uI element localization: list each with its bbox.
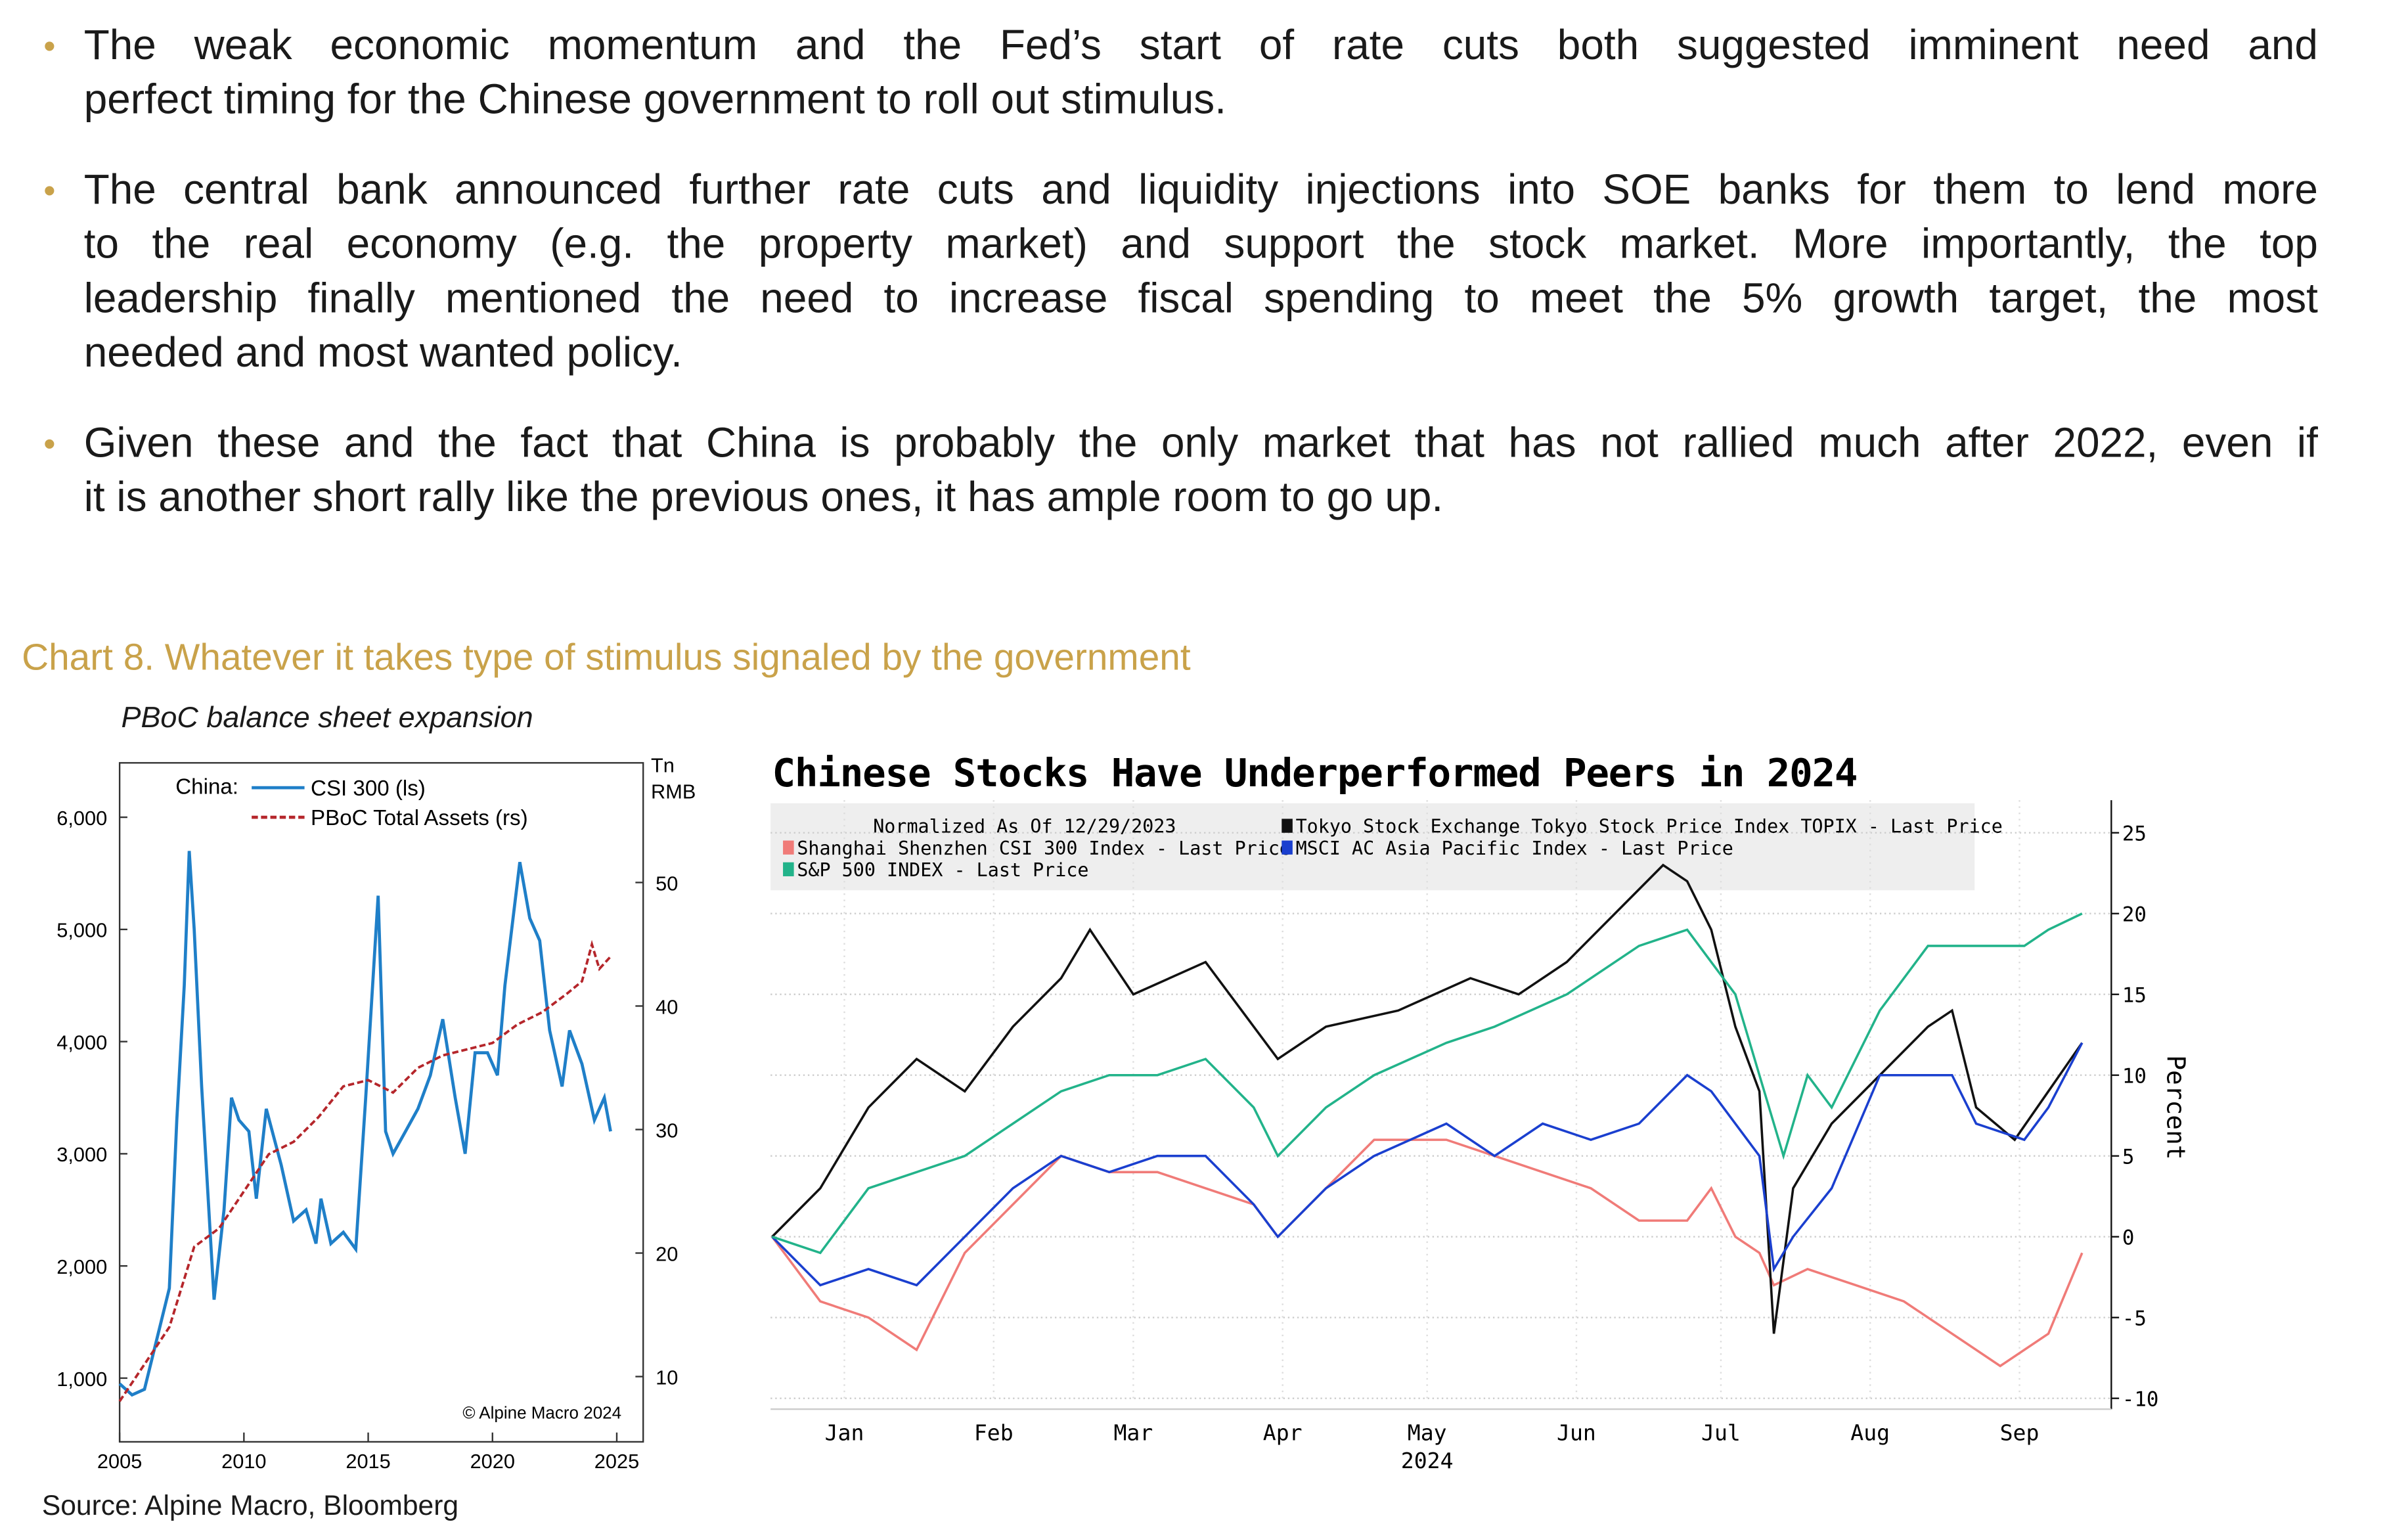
legend-swatch (1282, 818, 1293, 833)
x-tick-label: Jun (1557, 1420, 1596, 1446)
series-line-cn_red (771, 1138, 2084, 1368)
source-note: Source: Alpine Macro, Bloomberg (41, 1490, 459, 1521)
bullet-line: leadership finally mentioned the need to… (83, 275, 2318, 322)
series-line-topix_black (771, 863, 2084, 1334)
series-line-spx_green (771, 912, 2083, 1255)
x-tick-label: Jul (1701, 1420, 1741, 1446)
legend-swatch (783, 840, 794, 855)
legend-note: Normalized As Of 12/29/2023 (873, 816, 1176, 838)
legend-label: Shanghai Shenzhen CSI 300 Index - Last P… (797, 838, 1291, 859)
x-tick-label: 2015 (346, 1450, 390, 1473)
x-tick-label: Feb (974, 1420, 1014, 1446)
x-tick-label: Jan (825, 1420, 864, 1446)
y-tick-label: 15 (2122, 984, 2147, 1008)
y-tick-label-right: 10 (656, 1366, 678, 1389)
legend-swatch (1282, 840, 1293, 855)
bullet-dot-icon: • (43, 26, 56, 66)
pboc-assets-line (118, 939, 612, 1402)
y-tick-label: 10 (2122, 1065, 2147, 1088)
x-tick-label: Apr (1263, 1420, 1303, 1446)
y-tick-label-left: 5,000 (56, 919, 107, 942)
right-axis-unit: Tn (651, 754, 675, 777)
legend-label: S&P 500 INDEX - Last Price (797, 859, 1088, 881)
bullet-line: The central bank announced further rate … (83, 166, 2318, 213)
y-tick-label-left: 2,000 (56, 1255, 107, 1278)
y-tick-label: 20 (2122, 903, 2147, 927)
legend-background (770, 803, 1975, 891)
x-tick-label: 2005 (97, 1450, 142, 1473)
x-tick-label: 2010 (221, 1450, 266, 1473)
bullet-line: it is another short rally like the previ… (83, 474, 1444, 521)
y-tick-label: -10 (2122, 1388, 2159, 1412)
x-tick-label: Sep (2000, 1420, 2040, 1446)
chart-heading: Chinese Stocks Have Underperformed Peers… (772, 750, 1858, 796)
y-tick-label-right: 40 (656, 995, 678, 1018)
bullet-dot-icon: • (43, 171, 56, 210)
x-year-label: 2024 (1401, 1448, 1454, 1473)
legend-label: Tokyo Stock Exchange Tokyo Stock Price I… (1296, 816, 2003, 838)
x-tick-label: 2025 (594, 1450, 639, 1473)
y-tick-label-right: 50 (656, 872, 678, 895)
x-tick-label: 2020 (470, 1450, 515, 1473)
bullet-line: needed and most wanted policy. (83, 329, 682, 376)
y-tick-label-left: 3,000 (56, 1143, 107, 1166)
x-tick-label: Mar (1114, 1420, 1153, 1446)
pboc-chart: 1,000 2,000 3,000 4,000 5,000 6,000 10 20 30 40 50… (56, 754, 696, 1473)
bullet-line: to the real economy (e.g. the property m… (83, 220, 2318, 267)
chart-title: Chart 8. Whatever it takes type of stimu… (22, 637, 1191, 679)
y-tick-label-left: 6,000 (56, 807, 107, 830)
x-tick-label: May (1408, 1420, 1447, 1446)
plot-frame (118, 762, 644, 1443)
legend-prefix: China: (175, 775, 238, 799)
legend-label: MSCI AC Asia Pacific Index - Last Price (1296, 838, 1733, 859)
legend-label: CSI 300 (ls) (311, 776, 426, 801)
y-tick-label: 0 (2122, 1226, 2135, 1250)
bullet-line: perfect timing for the Chinese governmen… (83, 76, 1226, 123)
copyright-note: © Alpine Macro 2024 (462, 1402, 621, 1422)
y-tick-label: 25 (2122, 822, 2147, 846)
y-axis-label: Percent (2161, 1055, 2190, 1159)
y-tick-label: 5 (2122, 1146, 2135, 1169)
left-chart-title: PBoC balance sheet expansion (121, 702, 533, 735)
y-tick-label-left: 1,000 (56, 1368, 107, 1391)
right-axis-unit: RMB (651, 780, 696, 803)
y-tick-label-right: 20 (656, 1242, 678, 1265)
y-tick-label: -5 (2122, 1307, 2147, 1331)
peers-chart: Chinese Stocks Have Underperformed Peers… (770, 750, 2190, 1473)
y-tick-label-left: 4,000 (56, 1031, 107, 1054)
bullet-line: Given these and the fact that China is p… (83, 419, 2318, 466)
legend-swatch (783, 862, 794, 876)
y-tick-label-right: 30 (656, 1119, 678, 1142)
csi300-line (118, 851, 612, 1397)
bullet-line: The weak economic momentum and the Fed’s… (83, 22, 2318, 69)
series-line-msci_blue (771, 1042, 2084, 1287)
legend-label: PBoC Total Assets (rs) (311, 806, 528, 830)
bullet-dot-icon: • (43, 424, 56, 463)
x-tick-label: Aug (1850, 1420, 1890, 1446)
